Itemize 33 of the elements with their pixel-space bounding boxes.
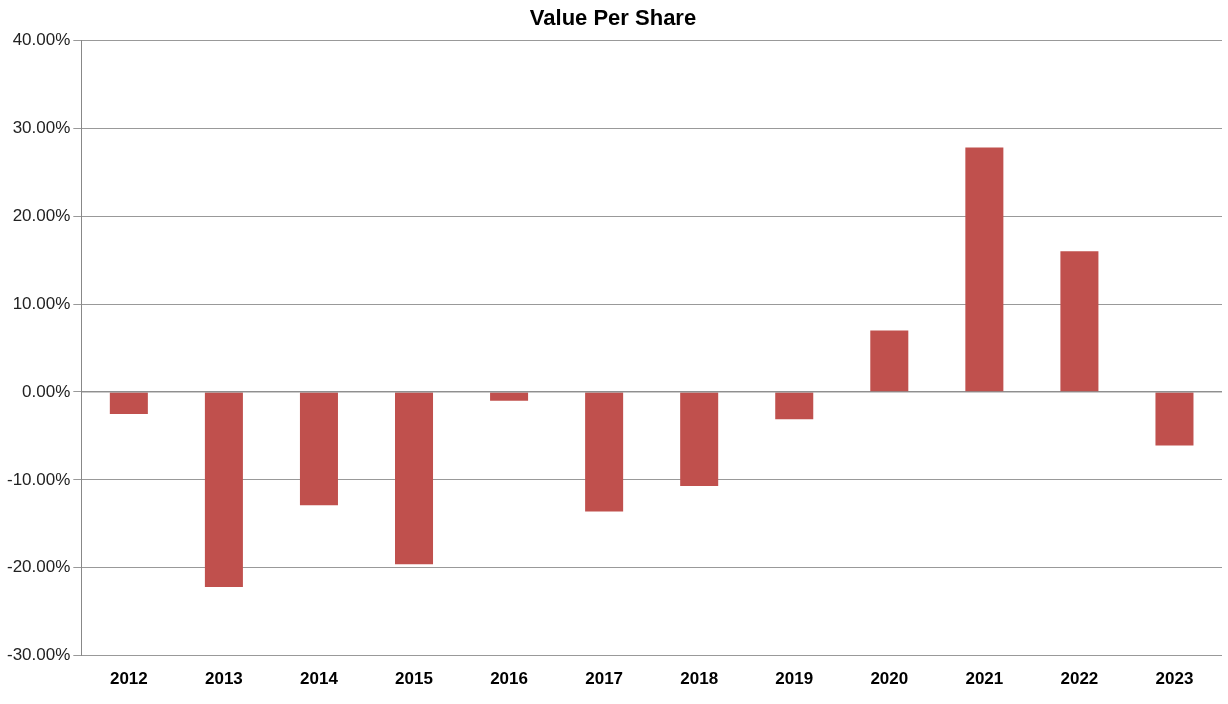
bar bbox=[965, 147, 1004, 392]
x-tick-label: 2020 bbox=[870, 669, 909, 689]
bar bbox=[680, 392, 719, 486]
bar bbox=[775, 392, 814, 420]
x-tick-label: 2014 bbox=[300, 669, 339, 689]
x-tick-label: 2013 bbox=[204, 669, 243, 689]
x-tick-label: 2015 bbox=[395, 669, 433, 689]
x-tick-label: 2019 bbox=[775, 669, 814, 689]
bar bbox=[870, 330, 909, 392]
y-tick-label: 20.00% bbox=[12, 205, 71, 225]
bar bbox=[109, 392, 148, 414]
y-tick-label: 10.00% bbox=[12, 293, 71, 313]
bar bbox=[1155, 392, 1194, 446]
x-tick-label: 2017 bbox=[585, 669, 624, 689]
x-tick-label: 2021 bbox=[965, 669, 1004, 689]
y-tick-label: 40.00% bbox=[12, 30, 71, 50]
y-tick-label: -10.00% bbox=[6, 469, 71, 489]
x-tick-label: 2016 bbox=[490, 669, 528, 689]
chart-title: Value Per Share bbox=[529, 5, 697, 31]
bar bbox=[204, 392, 243, 588]
x-tick-label: 2012 bbox=[109, 669, 148, 689]
bar bbox=[1060, 251, 1099, 392]
y-tick-label: 0.00% bbox=[22, 381, 71, 401]
x-tick-label: 2023 bbox=[1155, 669, 1194, 689]
bar bbox=[395, 392, 434, 565]
bar bbox=[585, 392, 624, 512]
bar bbox=[490, 392, 529, 401]
y-tick-label: -30.00% bbox=[6, 645, 71, 665]
y-tick-label: 30.00% bbox=[12, 117, 71, 137]
x-tick-label: 2022 bbox=[1060, 669, 1099, 689]
y-tick-label: -20.00% bbox=[6, 557, 71, 577]
x-tick-label: 2018 bbox=[680, 669, 719, 689]
bar bbox=[299, 392, 338, 506]
